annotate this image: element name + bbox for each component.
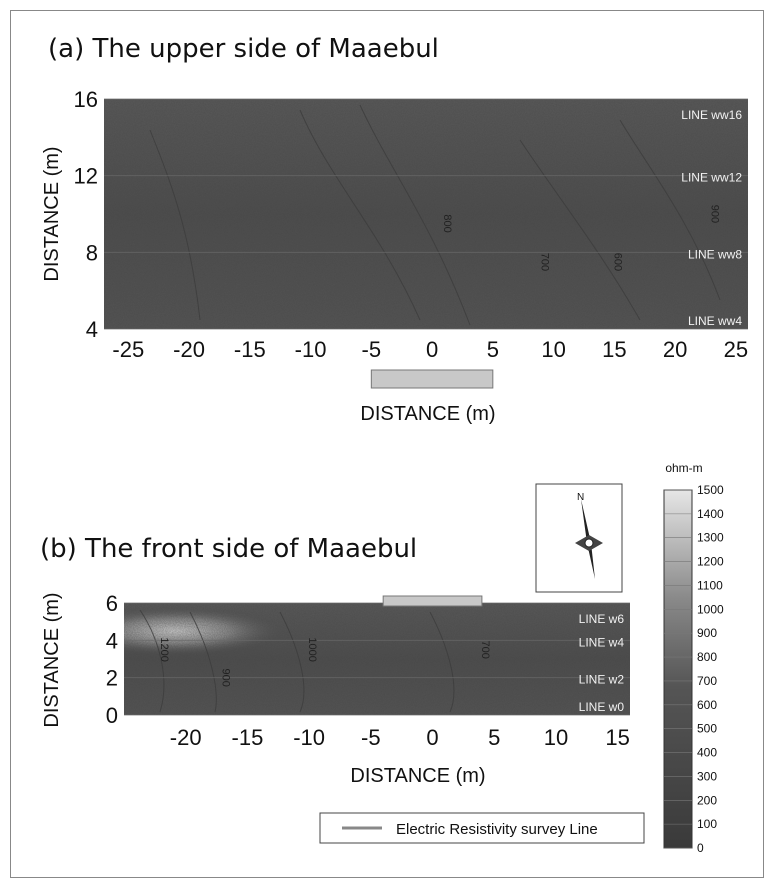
x-tick-label: -15 (234, 337, 266, 362)
contour-line (619, 119, 721, 301)
x-tick-label: 25 (724, 337, 748, 362)
annotations: N Electric Resistivity survey Line (319, 483, 645, 844)
contour-label: 1200 (158, 637, 170, 661)
contour-line (279, 611, 305, 713)
colorbar-tick-label: 1300 (697, 531, 724, 545)
colorbar-tick-label: 900 (697, 626, 717, 640)
contour-line (149, 129, 201, 321)
survey-line-label: LINE ww16 (681, 108, 742, 122)
colorbar-tick-label: 500 (697, 722, 717, 736)
x-tick-label: 0 (426, 725, 438, 750)
colorbar-tick-label: 200 (697, 793, 717, 807)
x-tick-label: -5 (361, 725, 381, 750)
y-tick-label: 4 (86, 317, 98, 342)
survey-line-label: LINE w6 (579, 612, 625, 626)
x-axis-label: DISTANCE (m) (360, 403, 495, 425)
contour-line (299, 109, 421, 321)
colorbar-tick-label: 300 (697, 769, 717, 783)
survey-line-label: LINE w0 (579, 700, 625, 714)
y-tick-label: 2 (106, 666, 118, 691)
contour-line (139, 609, 165, 713)
x-tick-label: -25 (112, 337, 144, 362)
x-tick-label: 20 (663, 337, 687, 362)
contour-label: 1000 (306, 637, 318, 661)
survey-area-marker (382, 595, 483, 607)
survey-line-label: LINE ww12 (681, 171, 742, 185)
x-axis-label: DISTANCE (m) (350, 765, 485, 787)
y-tick-label: 8 (86, 240, 98, 265)
colorbar-tick-label: 600 (697, 698, 717, 712)
x-tick-label: -20 (170, 725, 202, 750)
contour-label: 900 (709, 205, 721, 223)
colorbar-tick-label: 800 (697, 650, 717, 664)
y-tick-label: 16 (74, 87, 98, 112)
y-axis-label: DISTANCE (m) (41, 592, 63, 727)
panel-a-title: (a) The upper side of Maaebul (48, 34, 439, 64)
compass-north-label: N (577, 492, 584, 503)
survey-line-label: LINE w2 (579, 673, 625, 687)
colorbar-tick-label: 1100 (697, 578, 723, 592)
resistivity-texture (124, 603, 630, 715)
x-tick-label: -10 (295, 337, 327, 362)
x-tick-label: 5 (487, 337, 499, 362)
panel-a-plot: LINE ww16 LINE ww12 LINE ww8 LINE ww4 800 700… (41, 87, 748, 425)
x-tick-label: 15 (602, 337, 626, 362)
y-axis-label: DISTANCE (m) (41, 146, 63, 281)
contour-label: 700 (538, 253, 550, 271)
contour-label: 600 (611, 253, 623, 271)
colorbar-tick-label: 1000 (697, 602, 724, 616)
colorbar: ohm-m 0 100 200 300 400 500 600 700 800 900 1000 110… (663, 461, 724, 855)
colorbar-tick-label: 100 (697, 817, 717, 831)
colorbar-tick-label: 400 (697, 746, 717, 760)
legend-label: Electric Resistivity survey Line (396, 821, 598, 838)
x-tick-label: 10 (544, 725, 568, 750)
contour-line (519, 139, 641, 321)
x-tick-label: -20 (173, 337, 205, 362)
x-tick-label: 5 (488, 725, 500, 750)
contour-label: 700 (479, 640, 491, 658)
x-tick-label: -10 (293, 725, 325, 750)
x-tick-label: -15 (232, 725, 264, 750)
colorbar-title: ohm-m (665, 461, 702, 475)
contour-label: 800 (441, 214, 453, 232)
survey-line-label: LINE w4 (579, 635, 625, 649)
colorbar-tick-label: 0 (697, 841, 704, 855)
contour-line (429, 611, 455, 713)
resistivity-texture (104, 99, 748, 329)
colorbar-tick-label: 1200 (697, 555, 724, 569)
panel-b-title: (b) The front side of Maaebul (40, 534, 418, 564)
survey-area-marker (370, 369, 494, 389)
y-tick-label: 4 (106, 628, 118, 653)
y-tick-label: 6 (106, 591, 118, 616)
compass-center (584, 538, 594, 548)
colorbar-tick-label: 1400 (697, 507, 724, 521)
colorbar-gradient (663, 489, 693, 849)
compass-box (535, 483, 623, 593)
contour-label: 900 (220, 668, 232, 686)
contour-line (359, 104, 471, 326)
survey-line-label: LINE ww8 (688, 247, 742, 261)
colorbar-tick-label: 700 (697, 674, 717, 688)
contour-line (189, 611, 217, 713)
x-tick-label: 15 (605, 725, 629, 750)
x-tick-label: 10 (541, 337, 565, 362)
x-tick-label: -5 (362, 337, 382, 362)
y-tick-label: 12 (74, 164, 98, 189)
x-tick-label: 0 (426, 337, 438, 362)
colorbar-tick-label: 1500 (697, 483, 724, 497)
survey-line-label: LINE ww4 (688, 314, 742, 328)
y-tick-label: 0 (106, 703, 118, 728)
